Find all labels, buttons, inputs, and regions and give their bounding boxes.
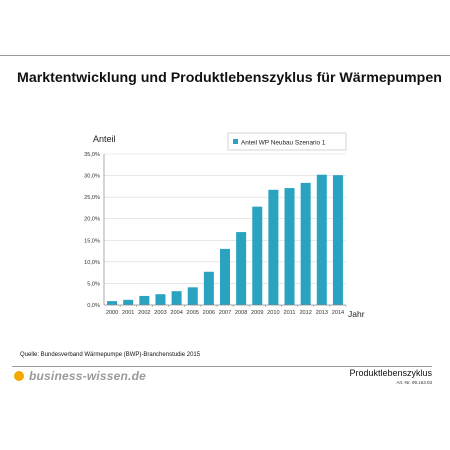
bar bbox=[300, 182, 311, 305]
axes bbox=[103, 154, 347, 307]
bars bbox=[107, 174, 343, 305]
brand-dot-icon bbox=[14, 371, 24, 381]
y-tick-label: 25,0% bbox=[84, 195, 100, 201]
y-tick-label: 20,0% bbox=[84, 217, 100, 223]
x-tick-label: 2011 bbox=[284, 310, 296, 316]
bar bbox=[107, 301, 118, 305]
x-tick-label: 2012 bbox=[299, 310, 311, 316]
y-tick-label: 0,0% bbox=[87, 303, 100, 309]
bar bbox=[171, 291, 182, 305]
legend-box bbox=[227, 132, 347, 151]
brand-name: business-wissen.de bbox=[29, 369, 146, 383]
x-tick-label: 2001 bbox=[122, 310, 134, 316]
bar bbox=[219, 248, 231, 305]
x-tick-label: 2013 bbox=[316, 310, 328, 316]
y-tick-label: 15,0% bbox=[84, 238, 100, 244]
bar bbox=[203, 271, 214, 305]
x-tick-label: 2008 bbox=[235, 310, 247, 316]
page-title: Marktentwicklung und Produktlebenszyklus… bbox=[17, 70, 442, 86]
bar bbox=[155, 294, 166, 305]
bar bbox=[252, 206, 263, 305]
source-note: Quelle: Bundesverband Wärmepumpe (BWP)-B… bbox=[20, 352, 201, 358]
x-tick-label: 2006 bbox=[203, 310, 215, 316]
x-axis-label: Jahr bbox=[348, 309, 365, 319]
bar bbox=[268, 189, 279, 305]
legend-swatch bbox=[233, 139, 238, 144]
footer-title: Produktlebenszyklus bbox=[349, 368, 432, 378]
x-tick-labels: 2000 2001 2002 2003 2004 2005 2006 2007 2008 2009… bbox=[106, 310, 344, 316]
x-tick-label: 2009 bbox=[251, 310, 263, 316]
y-tick-label: 35,0% bbox=[84, 152, 100, 158]
y-tick-label: 10,0% bbox=[84, 260, 100, 266]
x-tick-label: 2010 bbox=[267, 310, 279, 316]
article-number: Art.-Nr. 99.163.03 bbox=[396, 380, 432, 385]
y-tick-label: 30,0% bbox=[84, 174, 100, 180]
brand-logo: business-wissen.de bbox=[14, 369, 146, 383]
x-tick-label: 2002 bbox=[138, 310, 150, 316]
x-tick-label: 2014 bbox=[332, 310, 344, 316]
top-divider bbox=[0, 55, 450, 56]
bar bbox=[123, 299, 134, 305]
bar bbox=[139, 295, 150, 305]
grid-lines bbox=[104, 153, 346, 284]
x-tick-label: 2007 bbox=[219, 310, 231, 316]
bar bbox=[316, 174, 327, 305]
y-tick-labels: 0,0% 5,0% 10,0% 15,0% 20,0% 25,0% 30,0% 35,0% bbox=[84, 152, 100, 309]
y-tick-label: 5,0% bbox=[87, 281, 100, 287]
legend: Anteil WP Neubau Szenario 1 bbox=[227, 132, 347, 151]
bar bbox=[284, 188, 295, 305]
x-tick-label: 2000 bbox=[106, 310, 118, 316]
bar bbox=[332, 175, 343, 305]
y-axis-label: Anteil bbox=[93, 134, 116, 144]
bar bbox=[187, 287, 198, 305]
bottom-divider bbox=[12, 366, 432, 367]
x-tick-label: 2005 bbox=[187, 310, 199, 316]
x-tick-label: 2004 bbox=[170, 310, 182, 316]
x-tick-label: 2003 bbox=[154, 310, 166, 316]
legend-label: Anteil WP Neubau Szenario 1 bbox=[241, 140, 326, 147]
bar bbox=[236, 232, 247, 305]
